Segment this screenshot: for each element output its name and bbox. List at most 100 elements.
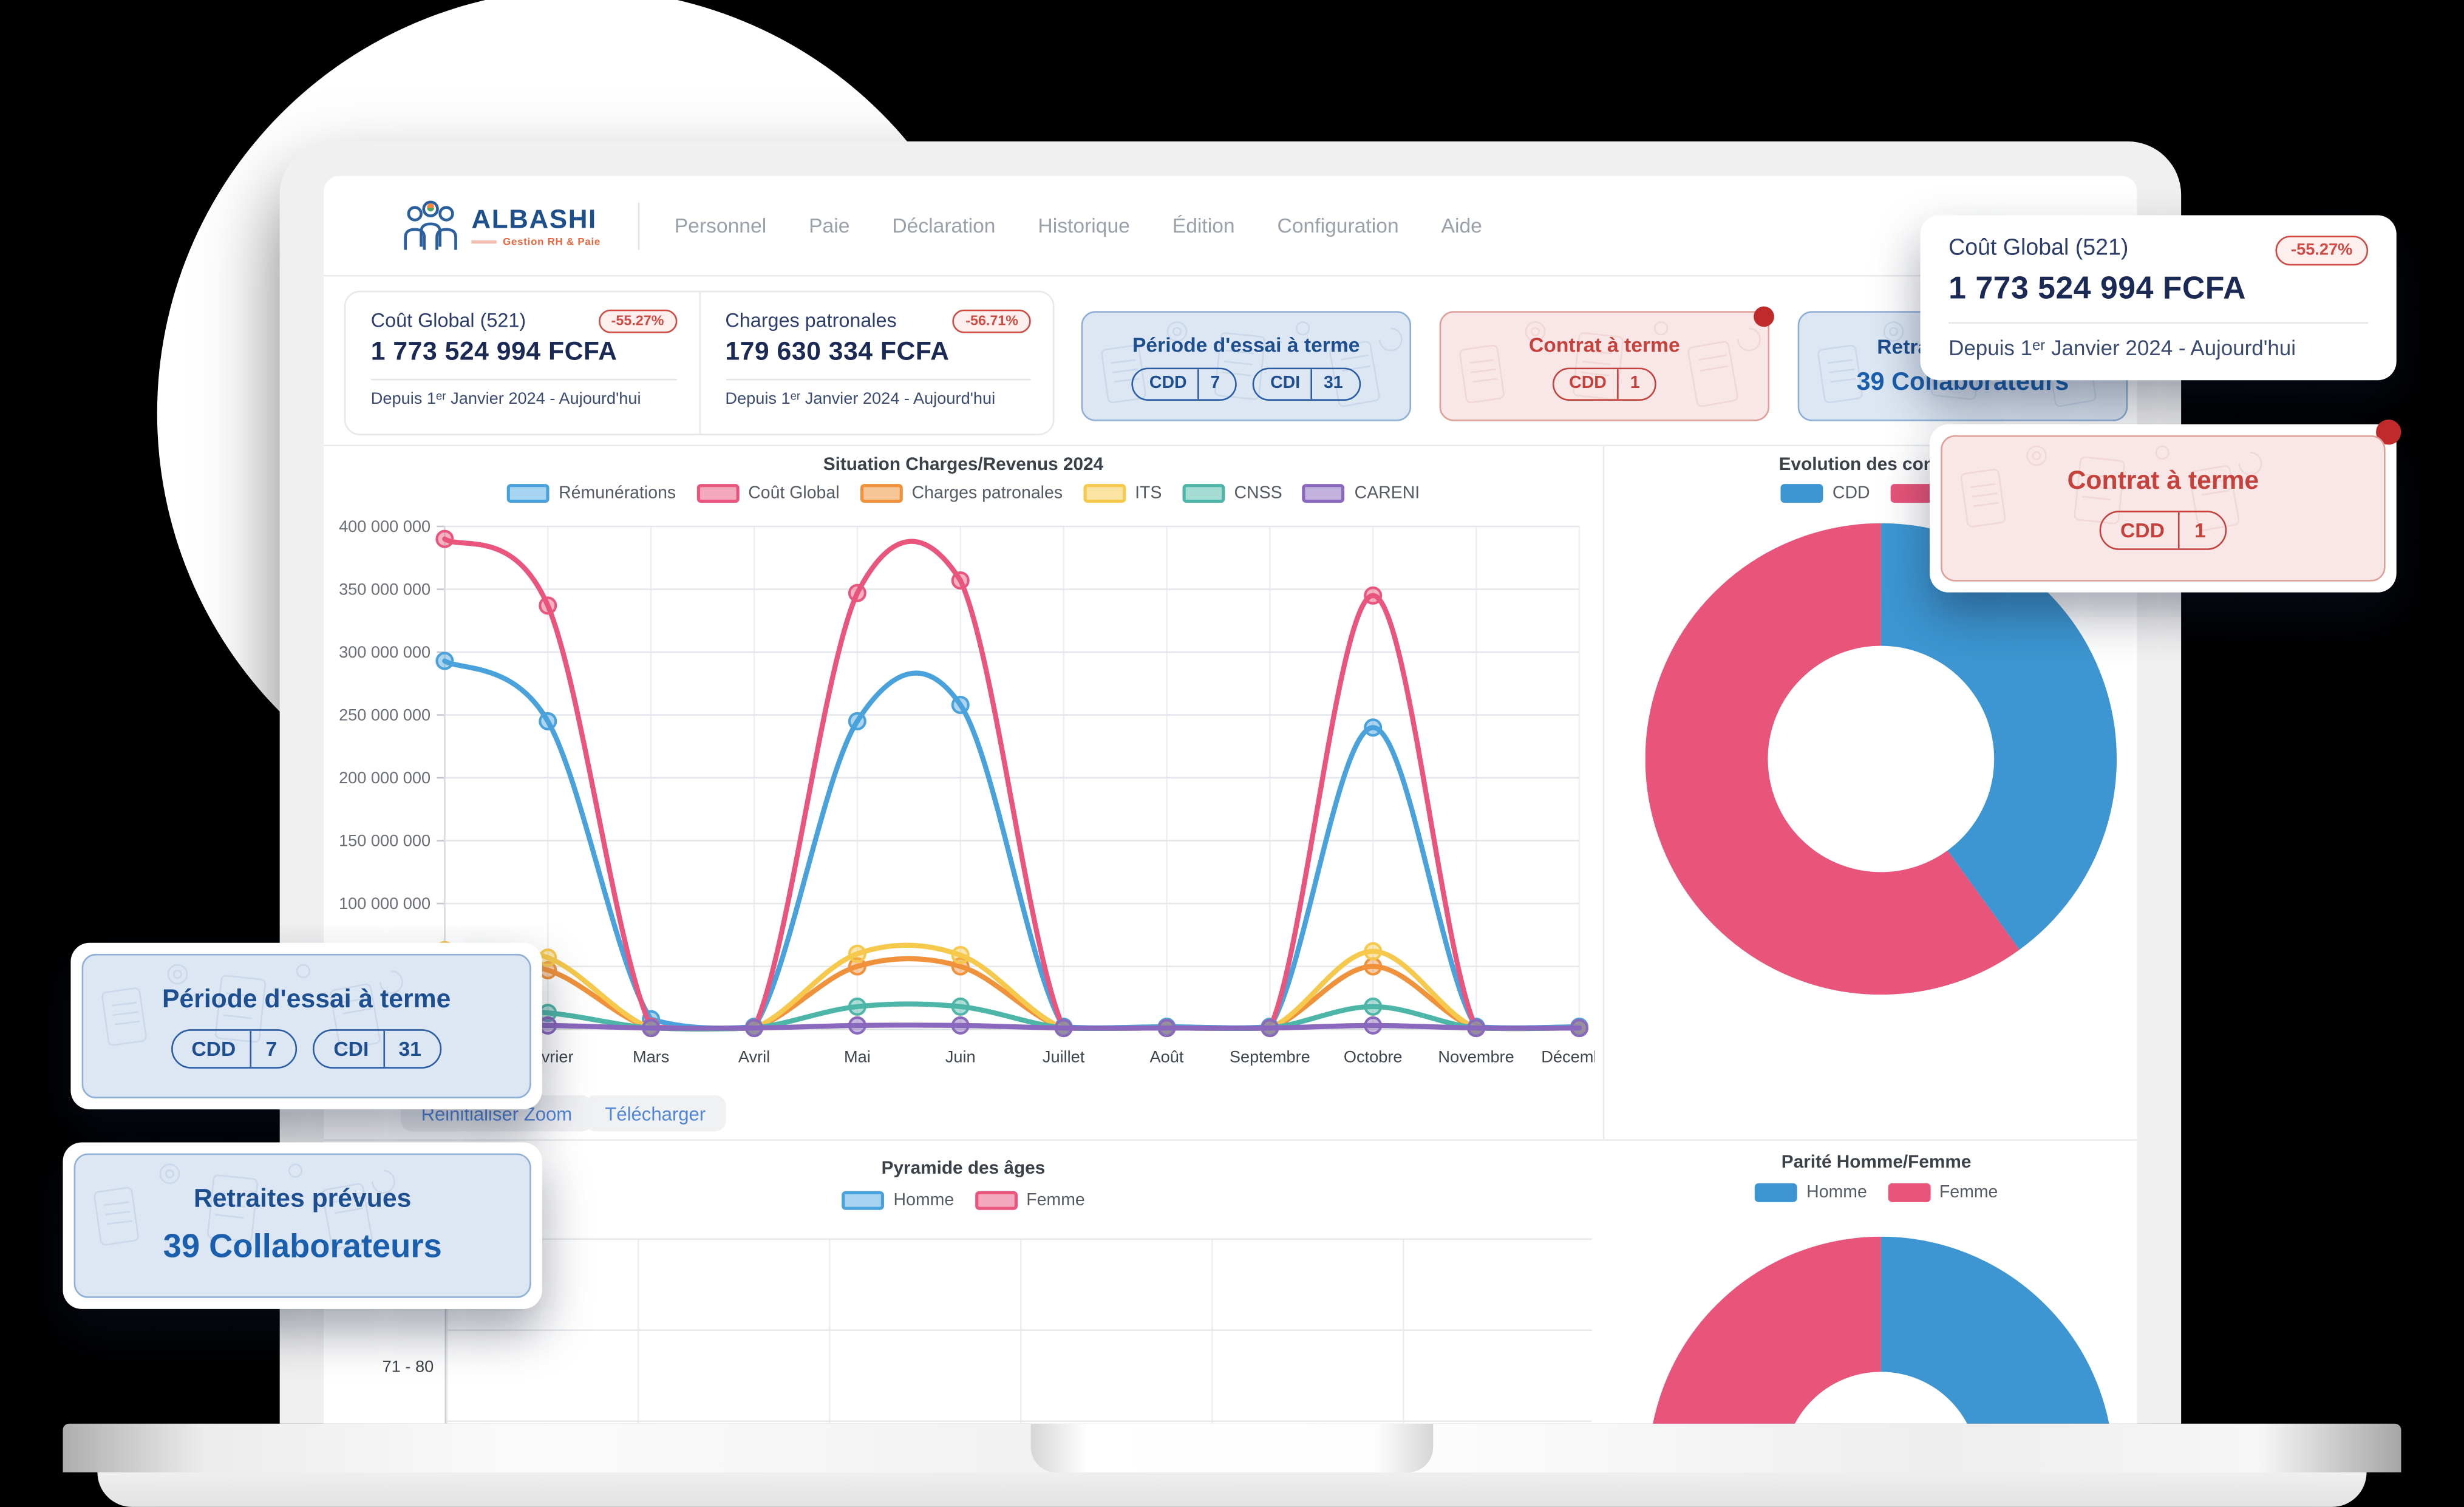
badge-cdd: CDD 7 <box>171 1028 298 1068</box>
download-button[interactable]: Télécharger <box>584 1095 726 1132</box>
legend-item-femme[interactable]: Femme <box>974 1191 1085 1210</box>
divider <box>1602 444 1605 1140</box>
svg-text:Décembre: Décembre <box>1541 1047 1595 1066</box>
stat-caption: Depuis 1ᵉʳ Janvier 2024 - Aujourd'hui <box>370 389 641 409</box>
stat-cout-global[interactable]: Coût Global (521) -55.27% 1 773 524 994 … <box>345 292 698 434</box>
pyramid-legend: Homme Femme <box>842 1191 1085 1210</box>
parite-legend: Homme Femme <box>1754 1183 1998 1202</box>
line-chart-title: Situation Charges/Revenus 2024 <box>823 455 1104 475</box>
nav-item--dition[interactable]: Édition <box>1172 213 1235 237</box>
legend-label: CARENI <box>1354 484 1420 503</box>
svg-text:100 000 000: 100 000 000 <box>339 894 431 913</box>
tagline-line <box>471 240 497 244</box>
floating-retraites-card: Retraites prévues 39 Collaborateurs <box>63 1142 542 1309</box>
legend-item-cdd[interactable]: CDD <box>1780 484 1870 503</box>
floating-periode-card: Période d'essai à terme CDD 7 CDI 31 <box>70 942 542 1110</box>
stat-title: Charges patronales <box>725 309 897 332</box>
divider <box>1948 321 2369 323</box>
legend-label: Femme <box>1026 1191 1085 1210</box>
card-title: Retraites prévues <box>193 1185 412 1213</box>
card-periode-essai[interactable]: Période d'essai à terme CDD 7 CDI 31 <box>1081 311 1412 421</box>
divider <box>324 444 2137 446</box>
nav-item-personnel[interactable]: Personnel <box>674 213 767 237</box>
legend-swatch <box>1302 484 1346 503</box>
parite-chart-title: Parité Homme/Femme <box>1781 1153 1972 1172</box>
watermark <box>83 956 529 1097</box>
line-chart-legend: Rémunérations Coût Global Charges patronal… <box>506 484 1420 503</box>
svg-text:Mai: Mai <box>844 1047 871 1066</box>
legend-label: Coût Global <box>748 484 840 503</box>
legend-swatch <box>506 484 550 503</box>
watermark <box>1083 313 1409 420</box>
legend-label: Femme <box>1939 1183 1998 1202</box>
watermark <box>1441 313 1768 420</box>
legend-label: Rémunérations <box>559 484 676 503</box>
nav-item-d-claration[interactable]: Déclaration <box>892 213 996 237</box>
card-title: Contrat à terme <box>1529 332 1680 356</box>
nav-item-aide[interactable]: Aide <box>1441 213 1482 237</box>
legend-item-co-t-global[interactable]: Coût Global <box>696 484 840 503</box>
legend-item-homme[interactable]: Homme <box>842 1191 954 1210</box>
stats-card: Coût Global (521) -55.27% 1 773 524 994 … <box>344 290 1055 435</box>
legend-swatch <box>1890 484 1933 503</box>
legend-label: CDD <box>1832 484 1870 503</box>
laptop-base <box>97 1472 2367 1507</box>
trend-badge: -56.71% <box>953 309 1031 333</box>
legend-item-homme[interactable]: Homme <box>1754 1183 1867 1202</box>
stat-caption: Depuis 1ᵉʳ Janvier 2024 - Aujourd'hui <box>725 389 996 409</box>
legend-item-cnss[interactable]: CNSS <box>1182 484 1282 503</box>
svg-text:Octobre: Octobre <box>1344 1047 1403 1066</box>
nav-item-configuration[interactable]: Configuration <box>1277 213 1399 237</box>
svg-text:Juin: Juin <box>945 1047 976 1066</box>
nav-menu: Personnel Paie Déclaration Historique Éditio… <box>675 214 1482 237</box>
brand-logo[interactable]: ALBASHI Gestion RH & Paie <box>403 199 601 252</box>
legend-swatch <box>1887 1183 1930 1202</box>
stat-caption: Depuis 1ᵉʳ Janvier 2024 - Aujourd'hui <box>1948 335 2296 359</box>
stat-value: 1 773 524 994 FCFA <box>370 338 618 367</box>
svg-text:300 000 000: 300 000 000 <box>339 642 431 661</box>
card-title: Contrat à terme <box>2067 466 2259 495</box>
floating-cout-global-card: Coût Global (521) -55.27% 1 773 524 994 … <box>1920 215 2397 381</box>
legend-item-r-mun-rations[interactable]: Rémunérations <box>506 484 676 503</box>
legend-item-femme[interactable]: Femme <box>1887 1183 1998 1202</box>
svg-text:Novembre: Novembre <box>1438 1047 1514 1066</box>
pyramid-chart[interactable] <box>444 1238 1592 1424</box>
legend-label: Homme <box>893 1191 955 1210</box>
floating-contrat-card: Contrat à terme CDD 1 <box>1930 419 2401 593</box>
legend-swatch <box>1182 484 1225 503</box>
card-contrat-terme[interactable]: Contrat à terme CDD 1 <box>1439 306 1774 421</box>
legend-label: Homme <box>1806 1183 1867 1202</box>
legend-swatch <box>1083 484 1126 503</box>
stat-title: Coût Global (521) <box>1948 236 2129 261</box>
nav-item-paie[interactable]: Paie <box>809 213 850 237</box>
pyramid-y-label: 71 - 80 <box>382 1358 434 1377</box>
legend-label: CNSS <box>1234 484 1282 503</box>
legend-item-careni[interactable]: CARENI <box>1302 484 1420 503</box>
top-nav: ALBASHI Gestion RH & Paie Personnel Paie D… <box>324 175 2137 277</box>
nav-item-historique[interactable]: Historique <box>1038 213 1130 237</box>
card-value: 39 Collaborateurs <box>163 1228 442 1265</box>
svg-text:400 000 000: 400 000 000 <box>339 517 431 536</box>
svg-text:200 000 000: 200 000 000 <box>339 768 431 787</box>
legend-item-charges-patronales[interactable]: Charges patronales <box>860 484 1063 503</box>
divider <box>324 1139 2137 1141</box>
brand-name: ALBASHI <box>471 203 597 234</box>
people-icon <box>404 200 457 250</box>
svg-text:Septembre: Septembre <box>1230 1047 1310 1066</box>
legend-swatch <box>1780 484 1823 503</box>
legend-swatch <box>1754 1183 1797 1202</box>
legend-item-its[interactable]: ITS <box>1083 484 1162 503</box>
divider <box>725 378 1031 381</box>
evolution-donut-chart[interactable] <box>1645 523 2117 995</box>
legend-swatch <box>696 484 739 503</box>
stat-charges-patronales[interactable]: Charges patronales -56.71% 179 630 334 F… <box>698 292 1053 434</box>
nav-divider <box>638 202 640 250</box>
badge-cdd: CDD 7 <box>1132 367 1237 400</box>
stat-value: 179 630 334 FCFA <box>725 338 950 367</box>
app-screen: ALBASHI Gestion RH & Paie Personnel Paie D… <box>324 175 2137 1424</box>
badge-cdi: CDI 31 <box>1253 367 1361 400</box>
parite-donut-chart[interactable] <box>1648 1236 2114 1424</box>
legend-label: Charges patronales <box>911 484 1063 503</box>
legend-swatch <box>974 1191 1017 1210</box>
